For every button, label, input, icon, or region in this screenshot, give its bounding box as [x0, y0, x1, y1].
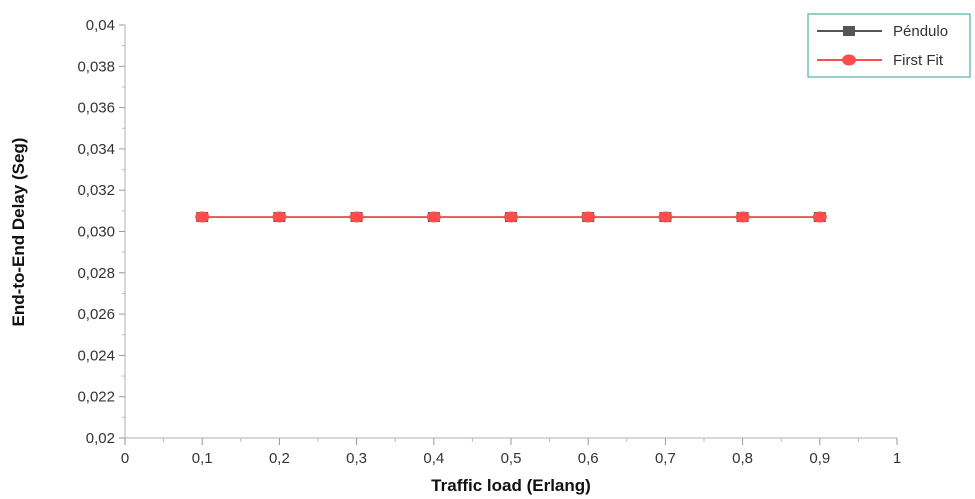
x-tick-label: 0,7	[655, 450, 676, 467]
data-point	[735, 211, 750, 223]
x-tick-label: 0,8	[732, 450, 753, 467]
series-2	[195, 211, 827, 223]
y-axis-title: End-to-End Delay (Seg)	[9, 138, 28, 327]
y-tick-label: 0,036	[77, 100, 115, 117]
y-ticks: 0,02 0,022 0,024 0,026 0,028 0,030 0,032 0,034 0…	[77, 17, 125, 447]
y-tick-label: 0,028	[77, 265, 115, 282]
data-point	[581, 211, 596, 223]
y-tick-label: 0,02	[86, 430, 115, 447]
x-tick-label: 0,1	[192, 450, 213, 467]
data-point	[195, 211, 210, 223]
y-tick-label: 0,04	[86, 17, 115, 34]
legend-marker	[842, 54, 856, 66]
legend-box	[807, 13, 971, 78]
data-point	[504, 211, 518, 223]
x-tick-label: 0	[121, 450, 129, 467]
x-tick-label: 0,9	[809, 450, 830, 467]
x-ticks: 0 0,1 0,2 0,3 0,4 0,5 0,6 0,7 0,8 0,9 1	[121, 438, 901, 467]
legend-entries: Péndulo First Fit	[817, 23, 948, 69]
data-point	[272, 211, 287, 223]
x-tick-label: 0,5	[501, 450, 522, 467]
x-tick-label: 0,6	[578, 450, 599, 467]
y-tick-label: 0,038	[77, 58, 115, 75]
x-tick-label: 0,4	[423, 450, 444, 467]
legend-entry: Péndulo	[817, 23, 948, 40]
legend-entry: First Fit	[817, 52, 944, 69]
x-tick-label: 0,2	[269, 450, 290, 467]
data-point	[658, 211, 673, 223]
legend: Péndulo First Fit	[807, 13, 971, 78]
x-tick-label: 0,3	[346, 450, 367, 467]
y-tick-label: 0,026	[77, 306, 115, 323]
y-tick-label: 0,024	[77, 347, 115, 364]
series-layer	[195, 211, 827, 223]
data-point	[349, 211, 364, 223]
data-point	[812, 211, 827, 223]
y-tick-label: 0,030	[77, 224, 115, 241]
legend-marker	[843, 26, 855, 36]
axes	[124, 25, 897, 439]
x-axis-title: Traffic load (Erlang)	[431, 476, 591, 495]
y-tick-label: 0,022	[77, 389, 115, 406]
x-tick-label: 1	[893, 450, 901, 467]
legend-label: First Fit	[893, 52, 944, 69]
y-tick-label: 0,034	[77, 141, 115, 158]
y-tick-label: 0,032	[77, 182, 115, 199]
data-point	[426, 211, 441, 223]
legend-label: Péndulo	[893, 23, 948, 40]
